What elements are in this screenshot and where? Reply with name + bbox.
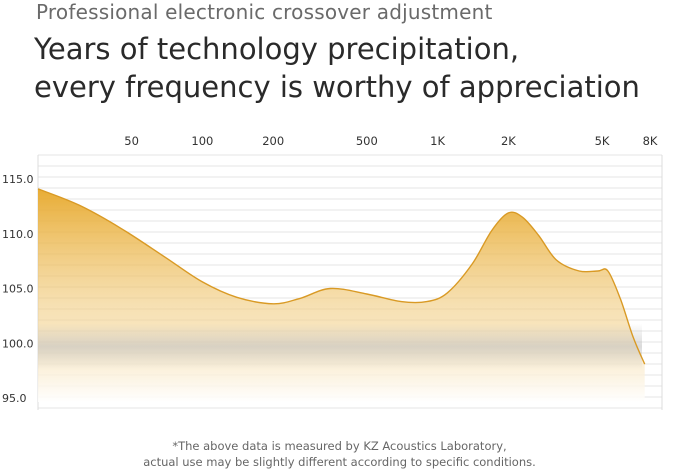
frequency-response-chart: 50 100 200 500 1K 2K 5K 8K 115.0 110.0 105.0 100.0 9… <box>2 134 663 410</box>
x-tick-label: 8K <box>643 134 658 148</box>
y-tick-label: 100.0 <box>2 337 34 350</box>
x-tick-label: 500 <box>356 134 378 148</box>
x-tick-label: 2K <box>501 134 516 148</box>
x-tick-label: 1K <box>430 134 445 148</box>
footnote-line-1: *The above data is measured by KZ Acoust… <box>172 439 507 453</box>
x-tick-label: 100 <box>191 134 213 148</box>
y-tick-label: 115.0 <box>2 173 34 186</box>
title-line-2: every frequency is worthy of appreciatio… <box>34 70 640 104</box>
x-tick-label: 200 <box>262 134 284 148</box>
x-tick-label: 50 <box>124 134 139 148</box>
page-title: Years of technology precipitation, every… <box>34 30 640 106</box>
area-shadow-haze <box>38 323 642 370</box>
y-tick-label: 105.0 <box>2 283 34 296</box>
page-subtitle: Professional electronic crossover adjust… <box>36 0 493 24</box>
title-line-1: Years of technology precipitation, <box>34 32 520 66</box>
response-curve-line <box>37 188 646 365</box>
y-tick-label: 95.0 <box>2 392 27 405</box>
x-tick-label: 5K <box>595 134 610 148</box>
y-tick-label: 110.0 <box>2 228 34 241</box>
axis-labels: 50 100 200 500 1K 2K 5K 8K 115.0 110.0 105.0 100.0 9… <box>2 134 658 405</box>
footnote-line-2: actual use may be slightly different acc… <box>143 455 536 469</box>
